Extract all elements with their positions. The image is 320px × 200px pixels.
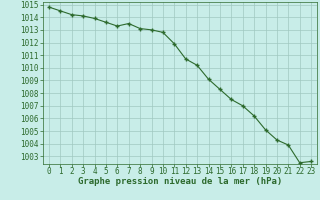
X-axis label: Graphe pression niveau de la mer (hPa): Graphe pression niveau de la mer (hPa): [78, 177, 282, 186]
